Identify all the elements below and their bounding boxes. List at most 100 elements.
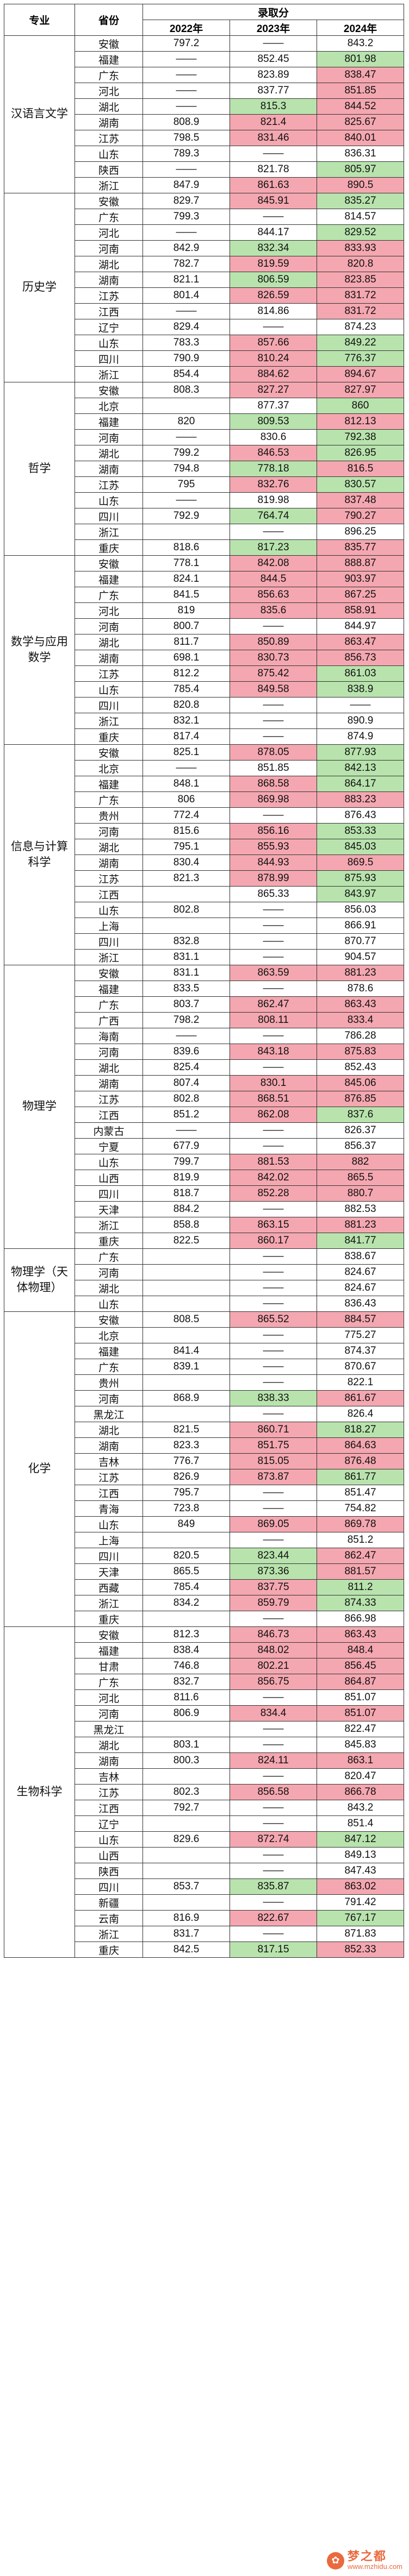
- table-row: 吉林 776.7 815.05 876.48: [4, 1453, 405, 1469]
- score-2022-cell: [142, 398, 230, 414]
- table-body: 汉语言文学 安徽 797.2 —— 843.2 福建 —— 852.45 801.98 广东 —— 8…: [4, 35, 405, 1958]
- score-2022-cell: 841.5: [142, 587, 230, 603]
- score-2024-cell: 888.87: [316, 555, 405, 571]
- score-2023-cell: 815.3: [230, 98, 317, 115]
- table-row: 陕西 —— 847.43: [4, 1863, 405, 1879]
- score-2023-cell: ——: [230, 319, 317, 335]
- score-2024-cell: 851.85: [316, 83, 405, 99]
- score-2022-cell: ——: [142, 161, 230, 178]
- watermark: ✿ 梦之都 www.mzhidu.com: [326, 2550, 402, 2571]
- score-2022-cell: 806: [142, 791, 230, 808]
- table-row: 北京 877.37 860: [4, 398, 405, 414]
- score-2022-cell: [142, 886, 230, 902]
- score-2024-cell: 860: [316, 398, 405, 414]
- province-cell: 北京: [75, 1327, 143, 1343]
- score-2023-cell: ——: [230, 1847, 317, 1863]
- score-2023-cell: ——: [230, 697, 317, 713]
- province-cell: 山西: [75, 1847, 143, 1863]
- province-cell: 江苏: [75, 1091, 143, 1107]
- province-cell: 云南: [75, 1910, 143, 1926]
- score-2024-cell: 830.57: [316, 476, 405, 493]
- score-2024-cell: 851.4: [316, 1815, 405, 1832]
- province-cell: 江苏: [75, 1784, 143, 1800]
- score-2022-cell: 789.3: [142, 146, 230, 162]
- province-cell: 安徽: [75, 1626, 143, 1643]
- province-cell: 浙江: [75, 366, 143, 382]
- province-cell: 广东: [75, 67, 143, 83]
- province-cell: 广东: [75, 1674, 143, 1690]
- province-cell: 江苏: [75, 870, 143, 887]
- score-2023-cell: ——: [230, 918, 317, 934]
- score-2022-cell: 848.1: [142, 776, 230, 792]
- score-2023-cell: ——: [230, 1264, 317, 1280]
- score-2023-cell: 860.71: [230, 1422, 317, 1438]
- score-2024-cell: 871.83: [316, 1926, 405, 1942]
- province-cell: 江西: [75, 303, 143, 319]
- table-row: 信息与计算科学 安徽 825.1 878.05 877.93: [4, 744, 405, 965]
- table-row: 湖北 782.7 819.59 820.8: [4, 256, 405, 272]
- score-2024-cell: 826.37: [316, 1122, 405, 1139]
- province-cell: 河北: [75, 1689, 143, 1706]
- score-2022-cell: ——: [142, 760, 230, 776]
- score-2024-cell: 836.31: [316, 146, 405, 162]
- province-cell: 河南: [75, 1044, 143, 1060]
- table-row: 福建 841.4 —— 874.37: [4, 1343, 405, 1359]
- province-cell: 青海: [75, 1500, 143, 1517]
- score-2024-cell: 858.91: [316, 602, 405, 619]
- table-row: 四川 790.9 810.24 776.37: [4, 350, 405, 367]
- province-cell: 山东: [75, 1154, 143, 1170]
- score-2024-cell: 827.97: [316, 382, 405, 398]
- score-2023-cell: 857.66: [230, 335, 317, 351]
- score-2023-cell: ——: [230, 1296, 317, 1312]
- table-row: 河北 —— 837.77 851.85: [4, 83, 405, 99]
- score-2022-cell: 799.3: [142, 209, 230, 225]
- table-row: 天津 884.2 —— 882.53: [4, 1201, 405, 1217]
- table-row: 内蒙古 —— —— 826.37: [4, 1122, 405, 1139]
- major-cell: 哲学: [4, 382, 75, 556]
- score-2023-cell: 850.89: [230, 634, 317, 650]
- score-2024-cell: 791.42: [316, 1894, 405, 1911]
- province-cell: 辽宁: [75, 1815, 143, 1832]
- score-2023-cell: 843.18: [230, 1044, 317, 1060]
- score-2024-cell: 851.07: [316, 1689, 405, 1706]
- table-row: 湖北 799.2 846.53 826.95: [4, 445, 405, 461]
- table-row: 四川 832.8 —— 870.77: [4, 933, 405, 950]
- province-cell: 浙江: [75, 524, 143, 540]
- score-2024-cell: 876.48: [316, 1453, 405, 1469]
- score-2022-cell: 800.3: [142, 1752, 230, 1769]
- score-2022-cell: 800.7: [142, 618, 230, 634]
- table-row: 江苏 821.3 878.99 875.93: [4, 870, 405, 887]
- score-2022-cell: [142, 1406, 230, 1422]
- province-cell: 重庆: [75, 728, 143, 745]
- score-2023-cell: 817.15: [230, 1942, 317, 1958]
- score-2024-cell: 849.13: [316, 1847, 405, 1863]
- score-2022-cell: 808.5: [142, 1311, 230, 1328]
- province-cell: 河南: [75, 240, 143, 256]
- table-row: 江苏 795 832.76 830.57: [4, 476, 405, 493]
- table-row: 物理学（天体物理） 广东 —— 838.67: [4, 1248, 405, 1312]
- score-2023-cell: ——: [230, 1406, 317, 1422]
- score-2024-cell: 880.7: [316, 1185, 405, 1202]
- score-2024-cell: 874.33: [316, 1595, 405, 1611]
- province-cell: 北京: [75, 760, 143, 776]
- score-2023-cell: ——: [230, 1689, 317, 1706]
- table-row: 辽宁 829.4 —— 874.23: [4, 319, 405, 335]
- score-2023-cell: 819.59: [230, 256, 317, 272]
- score-2022-cell: 884.2: [142, 1201, 230, 1217]
- province-cell: 四川: [75, 933, 143, 950]
- score-2024-cell: 881.57: [316, 1563, 405, 1580]
- score-2022-cell: 811.6: [142, 1689, 230, 1706]
- score-2024-cell: 836.43: [316, 1296, 405, 1312]
- score-2023-cell: ——: [230, 1201, 317, 1217]
- score-2022-cell: 795: [142, 476, 230, 493]
- province-cell: 上海: [75, 1532, 143, 1548]
- table-row: 湖北 803.1 —— 845.83: [4, 1737, 405, 1753]
- score-2022-cell: 723.8: [142, 1500, 230, 1517]
- score-2024-cell: 856.37: [316, 1138, 405, 1154]
- score-2022-cell: 808.3: [142, 382, 230, 398]
- score-2024-cell: 847.12: [316, 1831, 405, 1848]
- score-2023-cell: 846.53: [230, 445, 317, 461]
- header-year-2022: 2022年: [142, 20, 230, 36]
- score-2024-cell: 875.83: [316, 1044, 405, 1060]
- score-2023-cell: 877.37: [230, 398, 317, 414]
